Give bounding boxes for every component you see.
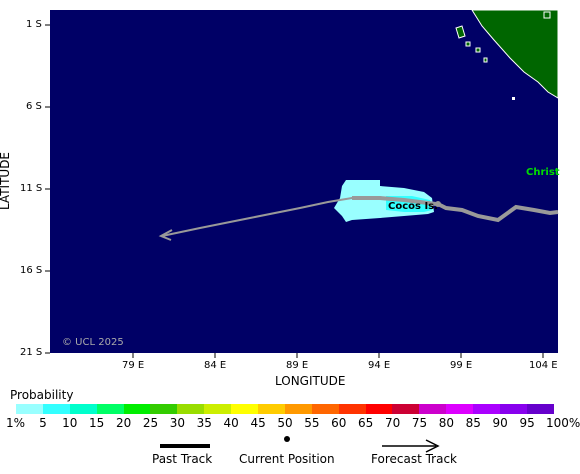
sumatra-landmass <box>471 9 559 99</box>
colorbar-swatch <box>284 404 312 414</box>
colorbar-label: 90 <box>492 416 508 430</box>
small-island <box>543 11 551 19</box>
christmas-island-label: Christ <box>526 167 560 178</box>
x-axis-ticks <box>132 353 544 358</box>
forecast-track-legend-arrow <box>425 439 440 453</box>
colorbar-label: 15 <box>89 416 105 430</box>
current-position-marker <box>435 201 441 207</box>
ocean-area <box>50 10 558 353</box>
y-tick-label: 16 S <box>20 265 43 276</box>
colorbar-label: 5 <box>39 416 47 430</box>
colorbar-swatch <box>311 404 339 414</box>
colorbar-swatch <box>258 404 285 414</box>
past-track <box>437 202 559 223</box>
colorbar-swatch <box>123 404 151 414</box>
colorbar-label: 30 <box>169 416 186 430</box>
probability-colorbar <box>16 404 554 414</box>
y-axis-ticks <box>45 24 50 354</box>
x-tick-label: 89 E <box>286 360 309 371</box>
colorbar-label: 60 <box>331 416 347 430</box>
colorbar-label: 50 <box>277 416 293 430</box>
small-island <box>483 57 488 63</box>
colorbar-swatch <box>69 404 97 414</box>
current-position-legend-label: Current Position <box>239 452 335 466</box>
track-legend <box>160 436 440 453</box>
colorbar-swatch <box>392 404 420 414</box>
small-island <box>475 47 481 53</box>
small-island <box>512 97 515 100</box>
past-track-legend-label: Past Track <box>152 452 213 466</box>
x-tick-label: 94 E <box>368 360 391 371</box>
colorbar-swatch <box>473 404 501 414</box>
x-tick-label: 79 E <box>122 360 145 371</box>
x-axis-title: LONGITUDE <box>275 374 346 388</box>
colorbar-swatch <box>16 404 43 414</box>
y-axis-title: LATITUDE <box>0 151 13 211</box>
y-tick-label: 21 S <box>20 347 43 358</box>
colorbar-label: 80 <box>438 416 455 430</box>
colorbar-swatch <box>338 404 366 414</box>
y-tick-label: 1 S <box>26 19 42 30</box>
colorbar-label: 70 <box>384 416 401 430</box>
colorbar-swatch <box>42 404 70 414</box>
forecast-track-legend-label: Forecast Track <box>371 452 457 466</box>
y-tick-label: 11 S <box>20 183 43 194</box>
colorbar-swatch <box>446 404 474 414</box>
colorbar-label: 95 <box>519 416 535 430</box>
colorbar-label: 45 <box>250 416 266 430</box>
y-tick-label: 6 S <box>26 101 42 112</box>
colorbar-swatch <box>177 404 205 414</box>
colorbar-label: 100% <box>546 416 580 430</box>
colorbar-swatch <box>526 404 554 414</box>
colorbar-swatch <box>204 404 232 414</box>
colorbar-swatch <box>231 404 259 414</box>
colorbar-label: 25 <box>142 416 159 430</box>
x-tick-label: 104 E <box>529 360 558 371</box>
colorbar-swatch <box>419 404 447 414</box>
small-island <box>465 41 471 47</box>
colorbar-label: 65 <box>358 416 374 430</box>
x-tick-label: 99 E <box>450 360 473 371</box>
colorbar-label: 75 <box>411 416 428 430</box>
colorbar-label: 55 <box>304 416 320 430</box>
colorbar-label: 20 <box>115 416 132 430</box>
current-position-legend-dot <box>284 436 290 442</box>
colorbar-label: 35 <box>196 416 212 430</box>
colorbar-swatch <box>150 404 178 414</box>
forecast-arrowhead <box>158 229 173 241</box>
small-island <box>455 25 466 39</box>
past-track-overlap <box>352 196 437 206</box>
colorbar-label: 1% <box>6 416 26 430</box>
colorbar-label: 40 <box>223 416 239 430</box>
copyright-label: © UCL 2025 <box>62 337 124 348</box>
colorbar-swatch <box>365 404 393 414</box>
colorbar-swatch <box>96 404 124 414</box>
colorbar-label: 85 <box>465 416 481 430</box>
cocos-islands-label: Cocos Is. <box>388 201 438 212</box>
colorbar-label: 10 <box>62 416 78 430</box>
x-tick-label: 84 E <box>204 360 227 371</box>
probability-title: Probability <box>10 388 74 402</box>
colorbar-swatch <box>500 404 527 414</box>
